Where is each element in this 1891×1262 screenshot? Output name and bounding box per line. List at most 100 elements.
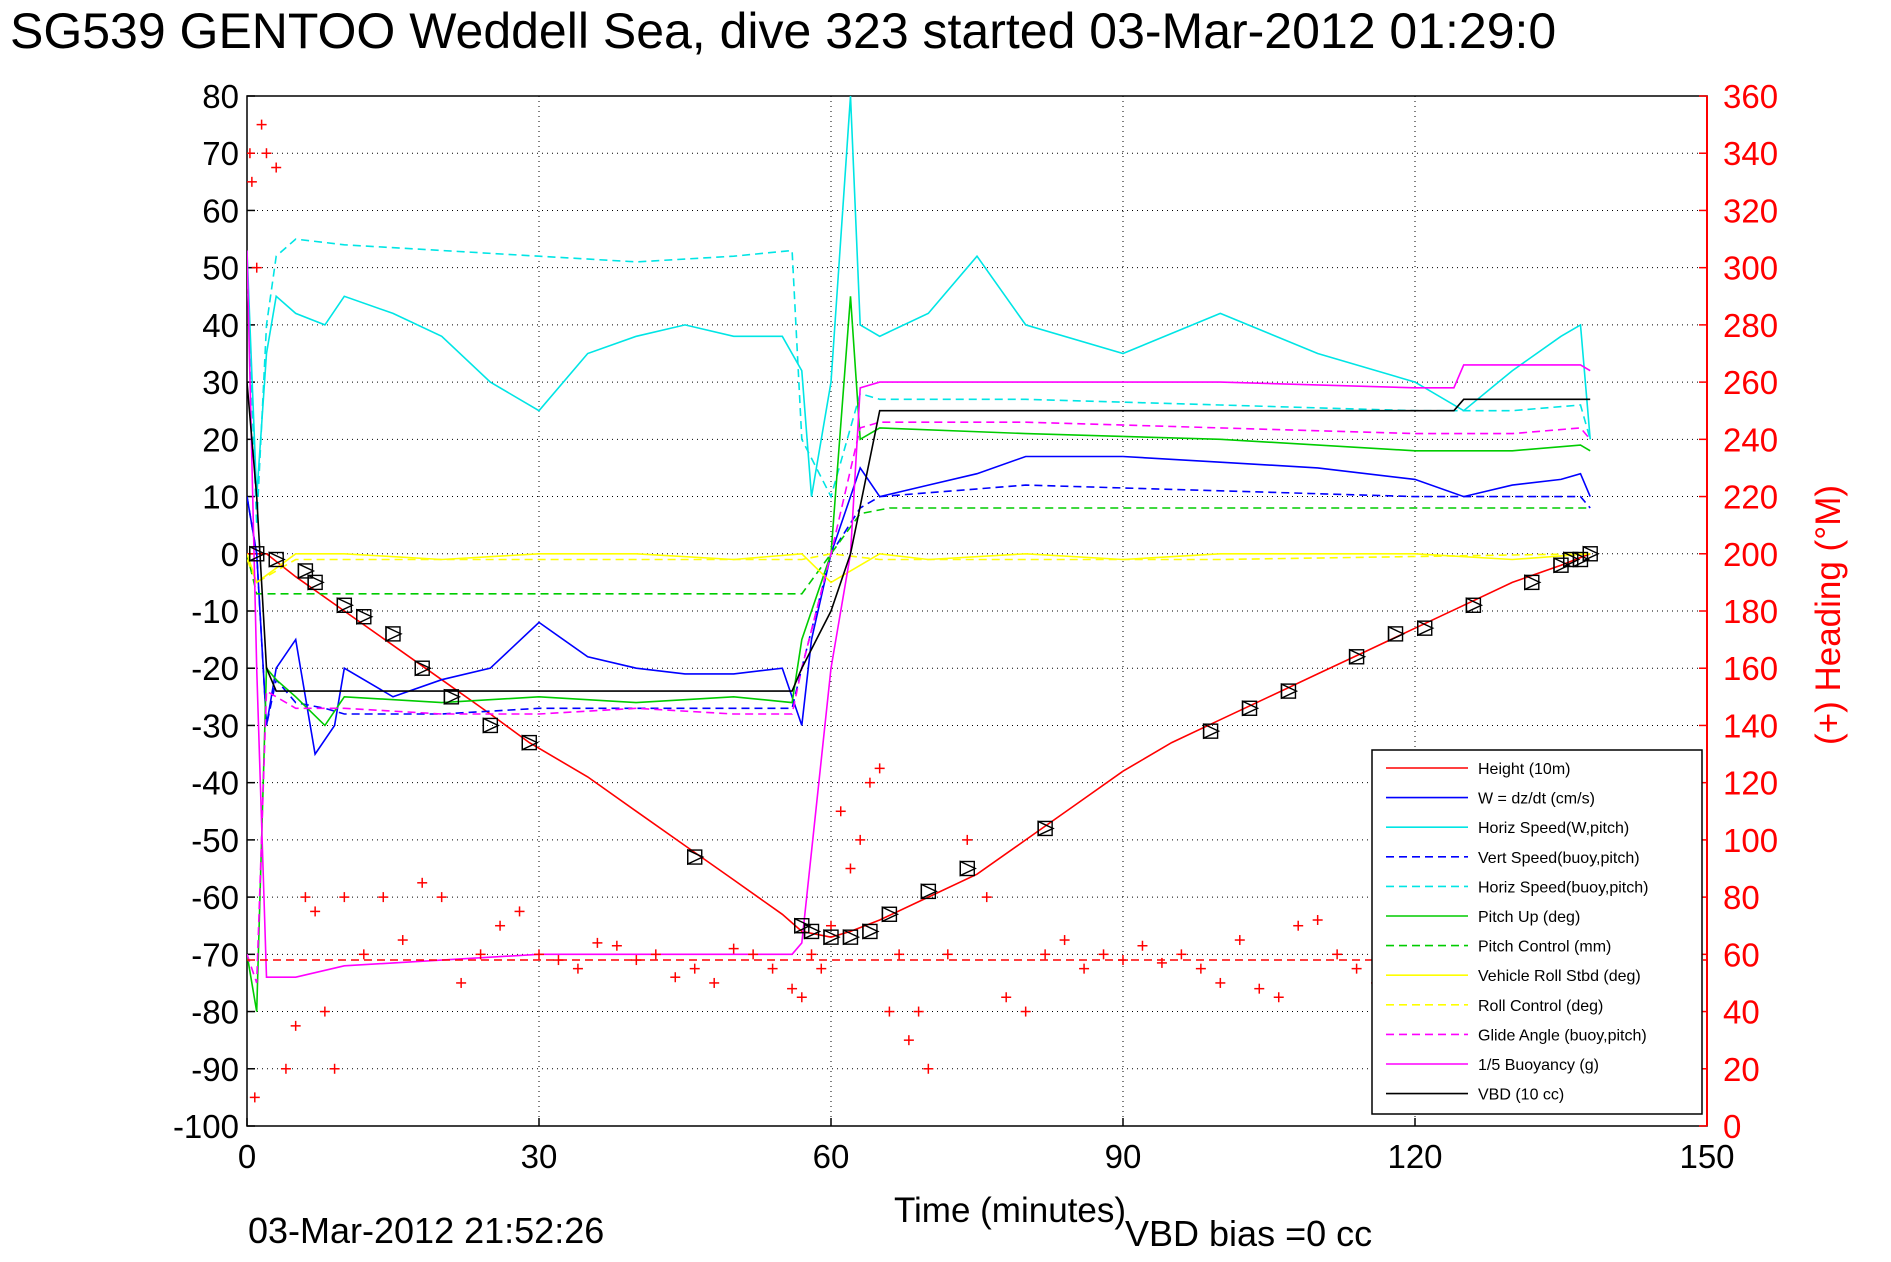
height-marker <box>249 545 267 562</box>
heading-point <box>894 949 905 960</box>
height-marker <box>823 929 841 946</box>
series-horiz-speed-buoy-pitch <box>247 238 1591 526</box>
heading-point <box>1098 949 1109 960</box>
height-marker <box>307 574 325 591</box>
heading-point <box>1040 949 1051 960</box>
legend-item: Horiz Speed(buoy,pitch) <box>1386 879 1648 896</box>
x-tick-label: 120 <box>1387 1138 1442 1175</box>
legend-item: 1/5 Buoyancy (g) <box>1386 1057 1599 1074</box>
heading-point <box>1079 963 1090 974</box>
y-tick-label: -60 <box>191 879 239 916</box>
series-pitch-control-mm <box>247 507 1591 595</box>
height-marker <box>862 923 880 940</box>
y-tick-label: 10 <box>202 479 239 516</box>
heading-point <box>816 963 827 974</box>
heading-point <box>923 1063 934 1074</box>
heading-point <box>884 1006 895 1017</box>
right-tick-label: 40 <box>1723 994 1760 1031</box>
heading-point <box>514 906 525 917</box>
series-horiz-speed-w-pitch <box>247 96 1591 497</box>
heading-point <box>767 963 778 974</box>
y-tick-label: -40 <box>191 765 239 802</box>
height-marker <box>1465 597 1484 614</box>
footer-vbd-bias: VBD bias =0 cc <box>1125 1213 1372 1254</box>
right-tick-label: 240 <box>1723 421 1778 458</box>
heading-point <box>495 920 506 931</box>
y-tick-label: 80 <box>202 78 239 115</box>
y-tick-label: -20 <box>191 650 239 687</box>
heading-point <box>709 977 720 988</box>
legend-label: Horiz Speed(buoy,pitch) <box>1478 879 1648 896</box>
heading-point <box>962 834 973 845</box>
tick-labels: 0 30 60 90 120 150-100-90-80-70-60-50-40-30-2… <box>173 78 1778 1175</box>
height-marker <box>1582 545 1600 562</box>
right-tick-label: 260 <box>1723 364 1778 401</box>
heading-point <box>670 972 681 983</box>
legend-item: Pitch Control (mm) <box>1386 939 1611 956</box>
heading-point <box>249 1092 260 1103</box>
right-tick-label: 120 <box>1723 765 1778 802</box>
heading-point <box>247 148 255 159</box>
legend-item: Vehicle Roll Stbd (deg) <box>1386 968 1641 985</box>
heading-point <box>1001 992 1012 1003</box>
heading-point <box>378 892 389 903</box>
heading-point <box>319 1006 330 1017</box>
heading-point <box>1312 915 1323 925</box>
heading-point <box>1215 977 1226 988</box>
x-tick-label: 60 <box>813 1138 850 1175</box>
series-roll-control-deg <box>247 552 1591 584</box>
legend-item: Pitch Up (deg) <box>1386 909 1580 926</box>
right-tick-label: 160 <box>1723 650 1778 687</box>
right-tick-label: 200 <box>1723 536 1778 573</box>
height-marker <box>414 660 432 677</box>
height-marker <box>268 551 286 568</box>
heading-point <box>553 955 564 966</box>
height-marker <box>959 860 977 877</box>
heading-point <box>855 834 866 845</box>
height-marker <box>1280 683 1299 700</box>
right-tick-label: 180 <box>1723 593 1778 630</box>
height-marker <box>1037 820 1055 837</box>
heading-point <box>456 977 467 988</box>
heading-point <box>329 1063 340 1074</box>
y-tick-label: -10 <box>191 593 239 630</box>
heading-point <box>787 983 798 994</box>
footer-timestamp: 03-Mar-2012 21:52:26 <box>248 1210 604 1251</box>
heading-point <box>1059 935 1070 946</box>
legend-label: Roll Control (deg) <box>1478 998 1603 1015</box>
y-tick-label: -50 <box>191 822 239 859</box>
legend-item: Glide Angle (buoy,pitch) <box>1386 1027 1647 1044</box>
y-tick-label: -90 <box>191 1051 239 1088</box>
heading-point <box>981 892 992 903</box>
legend-label: W = dz/dt (cm/s) <box>1478 791 1595 808</box>
height-marker <box>1524 574 1542 591</box>
heading-point <box>534 949 544 960</box>
x-tick-label: 0 <box>238 1138 256 1175</box>
heading-point <box>1195 963 1206 974</box>
height-marker <box>842 929 861 946</box>
height-marker <box>1417 620 1435 637</box>
heading-point <box>874 763 885 774</box>
right-tick-label: 60 <box>1723 936 1760 973</box>
y-tick-label: -80 <box>191 994 239 1031</box>
heading-point <box>845 863 856 874</box>
y-tick-label: 40 <box>202 307 239 344</box>
y-tick-label: 50 <box>202 250 239 287</box>
y-tick-label: -30 <box>191 707 239 744</box>
y-tick-label: 70 <box>202 135 239 172</box>
heading-point <box>1156 957 1167 968</box>
legend-label: Pitch Control (mm) <box>1478 939 1611 956</box>
heading-point <box>256 119 267 130</box>
heading-point <box>261 148 272 159</box>
right-tick-label: 140 <box>1723 707 1778 744</box>
height-marker <box>1387 625 1406 642</box>
heading-point <box>913 1006 924 1017</box>
heading-point <box>1137 940 1148 951</box>
height-marker <box>1348 648 1367 665</box>
height-marker <box>920 883 938 900</box>
heading-point <box>397 935 408 946</box>
legend-label: 1/5 Buoyancy (g) <box>1478 1057 1599 1074</box>
right-tick-label: 360 <box>1723 78 1778 115</box>
heading-point <box>1332 949 1343 960</box>
